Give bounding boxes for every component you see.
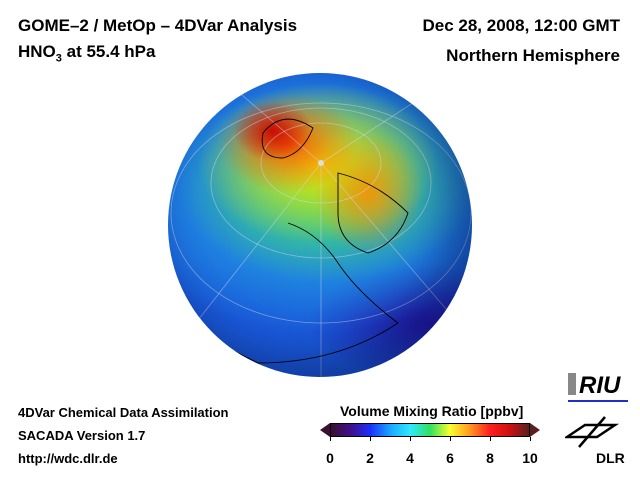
colorbar xyxy=(330,423,530,437)
colorbar-tick xyxy=(330,437,331,441)
colorbar-label: Volume Mixing Ratio [ppbv] xyxy=(340,403,524,419)
colorbar-tick-label: 4 xyxy=(406,450,414,466)
colorbar-tick-label: 6 xyxy=(446,450,454,466)
species: HNO xyxy=(18,42,56,61)
colorbar-under-arrow xyxy=(320,423,330,437)
north-pole-marker xyxy=(318,160,324,166)
date-time: Dec 28, 2008, 12:00 GMT xyxy=(422,16,620,35)
colorbar-tick xyxy=(490,437,491,441)
colorbar-tick xyxy=(530,437,531,441)
footer-line-1: 4DVar Chemical Data Assimilation xyxy=(18,405,229,420)
colorbar-tick xyxy=(410,437,411,441)
colorbar-tick xyxy=(450,437,451,441)
colorbar-tick-label: 2 xyxy=(366,450,374,466)
colorbar-tick-label: 0 xyxy=(326,450,334,466)
species-subscript: 3 xyxy=(55,52,62,65)
dlr-logo-text: DLR xyxy=(596,450,625,466)
title-product: GOME–2 / MetOp – 4DVar Analysis xyxy=(18,16,298,35)
dlr-logo-icon xyxy=(565,416,620,448)
footer-line-2: SACADA Version 1.7 xyxy=(18,428,146,443)
colorbar-tick-label: 8 xyxy=(486,450,494,466)
pressure-level: at 55.4 hPa xyxy=(61,42,156,61)
coastlines xyxy=(197,118,409,364)
graticule xyxy=(170,82,472,377)
colorbar-tick-label: 10 xyxy=(522,450,538,466)
colorbar-over-arrow xyxy=(530,423,540,437)
footer-link[interactable]: http://wdc.dlr.de xyxy=(18,451,118,466)
region: Northern Hemisphere xyxy=(446,46,620,65)
colorbar-tick xyxy=(370,437,371,441)
riu-logo: RIU xyxy=(568,372,628,402)
hemisphere-map xyxy=(168,73,472,377)
title-species: HNO3 at 55.4 hPa xyxy=(18,42,155,64)
